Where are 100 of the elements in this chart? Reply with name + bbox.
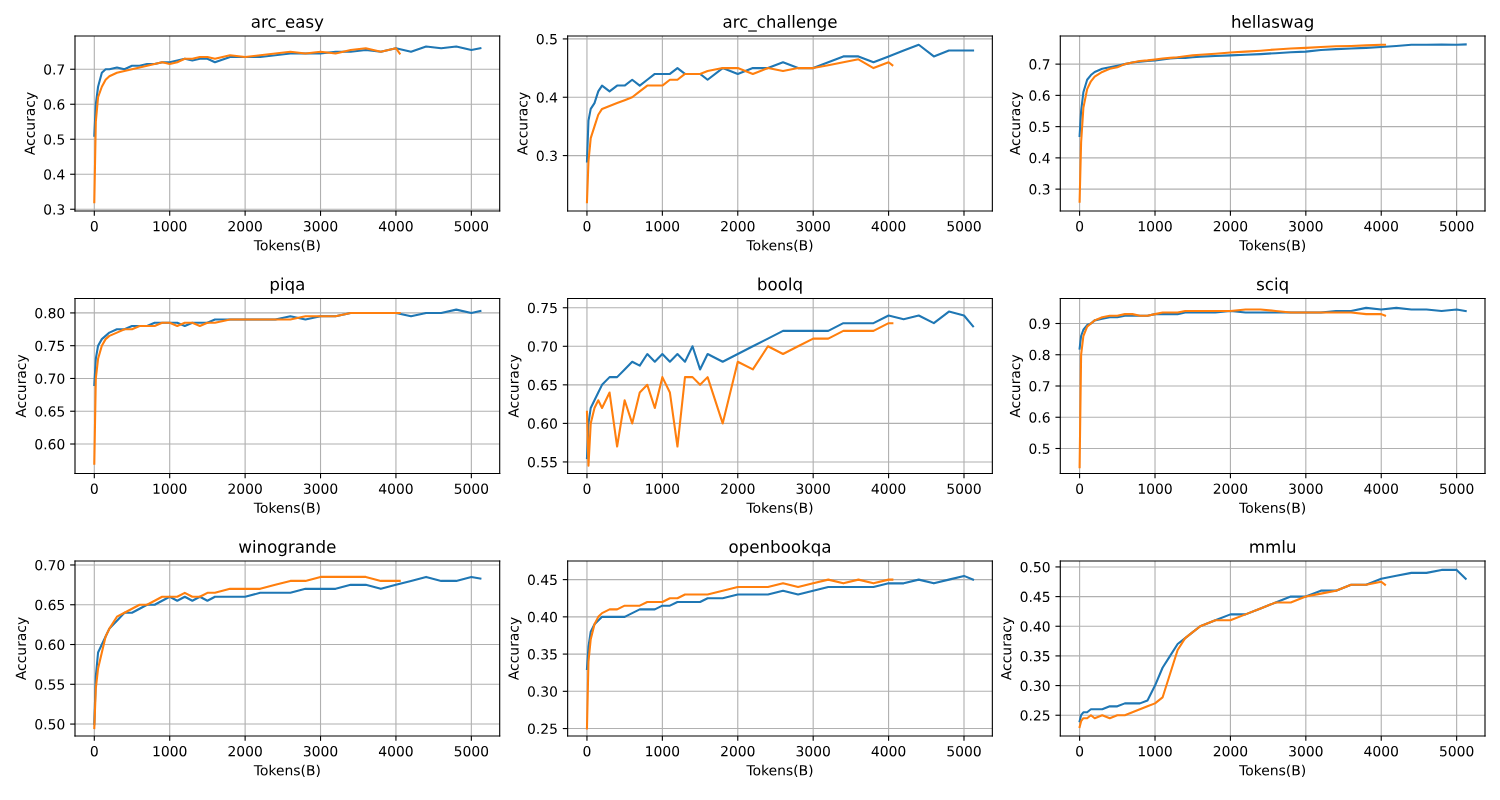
x-tick-label: 1000	[153, 745, 187, 757]
chart-title: piqa	[270, 277, 304, 294]
x-tick-label: 2000	[228, 220, 262, 232]
y-axis-title: Accuracy	[15, 354, 29, 418]
y-tick-label: 0.3	[44, 204, 65, 215]
x-tick-label: 4000	[378, 220, 413, 232]
line-series	[585, 574, 975, 671]
x-tick-label: 4000	[871, 483, 906, 494]
x-tick-label: 3000	[303, 745, 338, 757]
y-tick-label: 0.5	[44, 134, 65, 145]
line-series	[585, 58, 894, 204]
line-series	[585, 43, 975, 163]
y-tick-label: 0.6	[1029, 412, 1050, 423]
chart-title: hellaswag	[1232, 15, 1313, 32]
x-tick-label: 0	[90, 220, 98, 232]
line-series	[93, 311, 401, 465]
line-series	[1078, 580, 1387, 729]
chart-title: winogrande	[239, 540, 336, 557]
x-tick-label: 5000	[1440, 745, 1474, 757]
x-tick-label: 0	[583, 745, 591, 757]
x-tick-label: 3000	[1289, 220, 1323, 232]
y-tick-label: 0.5	[536, 33, 557, 45]
x-tick-label: 5000	[454, 483, 489, 494]
x-tick-label: 5000	[454, 745, 489, 757]
chart-title: sciq	[1257, 277, 1288, 294]
y-tick-label: 0.8	[1029, 349, 1050, 361]
line-series	[1078, 43, 1467, 138]
y-tick-label: 0.30	[527, 686, 558, 697]
x-tick-label: 0	[90, 745, 98, 757]
y-tick-label: 0.35	[1020, 650, 1050, 662]
x-tick-label: 3000	[303, 220, 338, 232]
y-tick-label: 0.45	[527, 574, 557, 586]
x-tick-label: 5000	[947, 745, 981, 757]
x-tick-label: 0	[583, 220, 591, 232]
y-axis-title: Accuracy	[1009, 354, 1023, 418]
x-axis-title: Tokens(B)	[253, 502, 320, 515]
chart-title: openbookqa	[729, 540, 830, 557]
x-tick-label: 0	[1076, 220, 1084, 232]
y-axis-title: Accuracy	[508, 617, 522, 681]
y-tick-label: 0.5	[1029, 443, 1050, 454]
x-tick-label: 5000	[454, 220, 489, 232]
x-tick-label: 0	[1076, 745, 1084, 757]
y-tick-label: 0.45	[1020, 591, 1050, 603]
x-tick-label: 4000	[1364, 483, 1398, 494]
x-axis-title: Tokens(B)	[253, 239, 320, 253]
y-tick-label: 0.75	[35, 340, 65, 352]
y-tick-label: 0.60	[35, 438, 65, 450]
x-axis-title: Tokens(B)	[253, 764, 320, 778]
x-tick-label: 3000	[796, 745, 830, 757]
x-tick-label: 4000	[1364, 220, 1398, 232]
y-tick-label: 0.4	[536, 92, 558, 103]
x-axis-title: Tokens(B)	[1239, 764, 1306, 778]
x-tick-label: 4000	[1364, 745, 1398, 757]
y-tick-label: 0.6	[44, 99, 65, 110]
line-series	[93, 47, 401, 204]
x-tick-label: 5000	[947, 483, 981, 494]
y-tick-label: 0.50	[35, 719, 65, 730]
y-axis-title: Accuracy	[15, 617, 29, 681]
y-tick-label: 0.35	[527, 649, 557, 660]
y-tick-label: 0.5	[1029, 121, 1050, 133]
line-series	[585, 310, 975, 460]
x-tick-label: 4000	[871, 220, 906, 232]
y-tick-label: 0.65	[35, 599, 65, 611]
y-tick-label: 0.55	[527, 456, 557, 468]
line-series	[585, 578, 894, 730]
y-tick-label: 0.50	[1020, 561, 1050, 573]
x-tick-label: 1000	[1138, 483, 1172, 494]
x-tick-label: 1000	[646, 745, 680, 757]
y-axis-title: Accuracy	[24, 92, 38, 156]
chart-title: mmlu	[1250, 540, 1295, 553]
x-tick-label: 3000	[303, 483, 338, 494]
chart-title: arc_easy	[251, 18, 324, 32]
x-tick-label: 4000	[871, 745, 906, 757]
x-tick-label: 1000	[646, 220, 680, 232]
line-series	[93, 575, 401, 730]
x-tick-label: 3000	[796, 220, 830, 232]
x-tick-label: 4000	[378, 483, 413, 494]
y-tick-label: 0.7	[1029, 380, 1050, 392]
y-tick-label: 0.6	[1029, 90, 1050, 101]
line-series	[1078, 308, 1387, 469]
x-tick-label: 0	[1076, 483, 1084, 494]
x-tick-label: 1000	[1138, 745, 1172, 757]
y-tick-label: 0.3	[536, 150, 557, 162]
line-series	[1078, 43, 1387, 203]
y-axis-title: Accuracy	[1009, 92, 1023, 156]
line-series	[585, 322, 894, 467]
x-tick-label: 5000	[947, 220, 981, 232]
x-axis-title: Tokens(B)	[1239, 502, 1306, 515]
x-tick-label: 1000	[646, 483, 680, 494]
y-tick-label: 0.70	[527, 341, 558, 352]
y-axis-title: Accuracy	[517, 92, 531, 156]
x-axis-title: Tokens(B)	[1239, 239, 1306, 253]
y-tick-label: 0.65	[527, 379, 557, 391]
y-tick-label: 0.40	[1020, 621, 1050, 632]
y-tick-label: 0.4	[1029, 152, 1050, 164]
y-tick-label: 0.80	[35, 307, 65, 319]
y-tick-label: 0.60	[527, 418, 558, 429]
chart-title: boolq	[758, 277, 802, 294]
x-tick-label: 2000	[1213, 745, 1248, 757]
x-axis-title: Tokens(B)	[746, 239, 813, 253]
